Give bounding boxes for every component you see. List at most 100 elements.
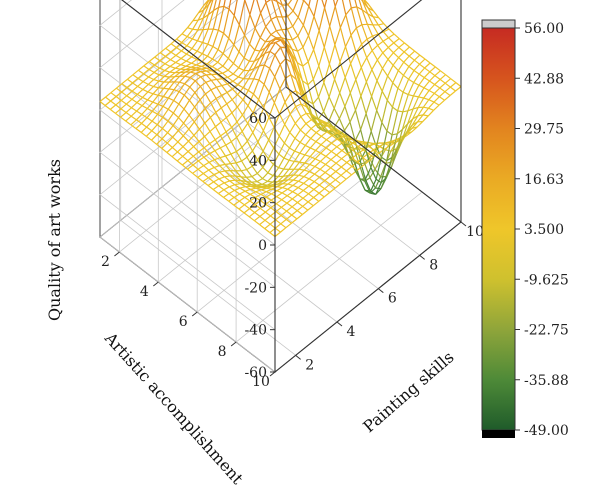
surface-line <box>168 88 175 91</box>
grid-line-x <box>244 0 420 256</box>
surface-line <box>200 81 207 87</box>
surface-line <box>110 87 117 94</box>
surface-line <box>220 107 227 118</box>
surface-line <box>267 172 274 177</box>
surface-line <box>367 153 374 158</box>
surface-line <box>191 58 198 64</box>
surface-line <box>382 46 389 54</box>
surface-line <box>162 97 170 107</box>
colorbar-tick-label: 56.00 <box>524 21 564 37</box>
surface-line <box>189 76 196 82</box>
surface-line <box>418 96 424 99</box>
surface-line <box>296 62 304 67</box>
surface-line <box>439 74 446 80</box>
surface-line <box>250 185 257 189</box>
surface-line <box>197 9 205 21</box>
surface-line <box>262 183 268 186</box>
surface-line <box>154 60 161 66</box>
z-tick-label: 60 <box>249 111 267 127</box>
surface-line <box>131 93 138 100</box>
surface-line <box>369 177 376 189</box>
surface-line <box>259 37 266 43</box>
surface-line <box>422 115 429 123</box>
surface-line <box>317 126 324 132</box>
surface-line <box>365 96 373 114</box>
surface-line <box>137 73 144 79</box>
surface-line <box>209 117 217 127</box>
surface-line <box>125 120 132 126</box>
surface-line <box>220 131 227 137</box>
surface-line <box>318 30 325 48</box>
surface-line <box>360 113 367 130</box>
surface-line <box>131 90 138 95</box>
surface-line <box>209 126 216 132</box>
surface-line <box>238 208 245 214</box>
surface-line <box>185 62 192 67</box>
surface-line <box>224 170 231 177</box>
surface-line <box>151 120 158 126</box>
surface-line <box>151 124 158 132</box>
surface-line <box>248 68 255 72</box>
surface-line <box>369 168 376 179</box>
surface-line <box>243 212 250 218</box>
surface-line <box>227 76 234 82</box>
surface-line <box>342 139 348 144</box>
surface-line <box>317 111 325 120</box>
surface-line <box>213 171 220 176</box>
surface-line <box>254 200 261 206</box>
surface-line <box>401 110 409 130</box>
surface-line <box>293 152 301 162</box>
surface-line <box>398 42 405 48</box>
surface-line <box>201 65 208 69</box>
surface-line <box>148 68 155 73</box>
surface-line <box>422 99 430 108</box>
surface-line <box>261 186 267 189</box>
surface-line <box>361 9 368 25</box>
surface-line <box>238 0 246 25</box>
surface-line <box>223 196 230 202</box>
surface-line <box>320 160 326 165</box>
surface-line <box>218 189 225 194</box>
surface-line <box>198 151 205 158</box>
surface-line <box>297 51 304 67</box>
surface-line <box>292 191 299 196</box>
surface-line <box>375 182 382 195</box>
surface-line <box>359 177 366 182</box>
surface-line <box>173 75 181 83</box>
surface-line <box>418 67 426 75</box>
surface-line <box>236 99 244 108</box>
surface-line <box>262 178 268 182</box>
surface-line <box>324 183 331 190</box>
surface-line <box>179 71 186 77</box>
surface-line <box>272 153 280 165</box>
surface-line <box>324 172 331 177</box>
surface-line <box>158 87 164 89</box>
surface-line <box>120 103 127 110</box>
surface-line <box>204 136 211 144</box>
surface-line <box>268 139 275 149</box>
surface-line <box>227 57 234 64</box>
surface-line <box>387 58 394 66</box>
surface-line <box>390 139 397 144</box>
surface-line <box>413 54 421 61</box>
surface-line <box>246 169 253 177</box>
surface-line <box>243 70 250 80</box>
surface-line <box>321 131 328 137</box>
surface-line <box>422 114 429 117</box>
surface-line <box>408 66 415 71</box>
surface-line <box>121 87 128 93</box>
surface-line <box>335 179 341 185</box>
surface-line <box>110 92 117 97</box>
surface-line <box>229 184 236 188</box>
surface-line <box>325 147 332 152</box>
surface-line <box>249 208 256 213</box>
surface-line <box>315 132 322 137</box>
surface-line <box>147 86 154 93</box>
surface-line <box>346 162 353 167</box>
surface-line <box>137 81 144 87</box>
surface-line <box>263 91 270 108</box>
surface-line <box>296 210 303 215</box>
surface-line <box>331 142 338 148</box>
surface-line <box>393 38 400 44</box>
surface-line <box>231 121 238 128</box>
